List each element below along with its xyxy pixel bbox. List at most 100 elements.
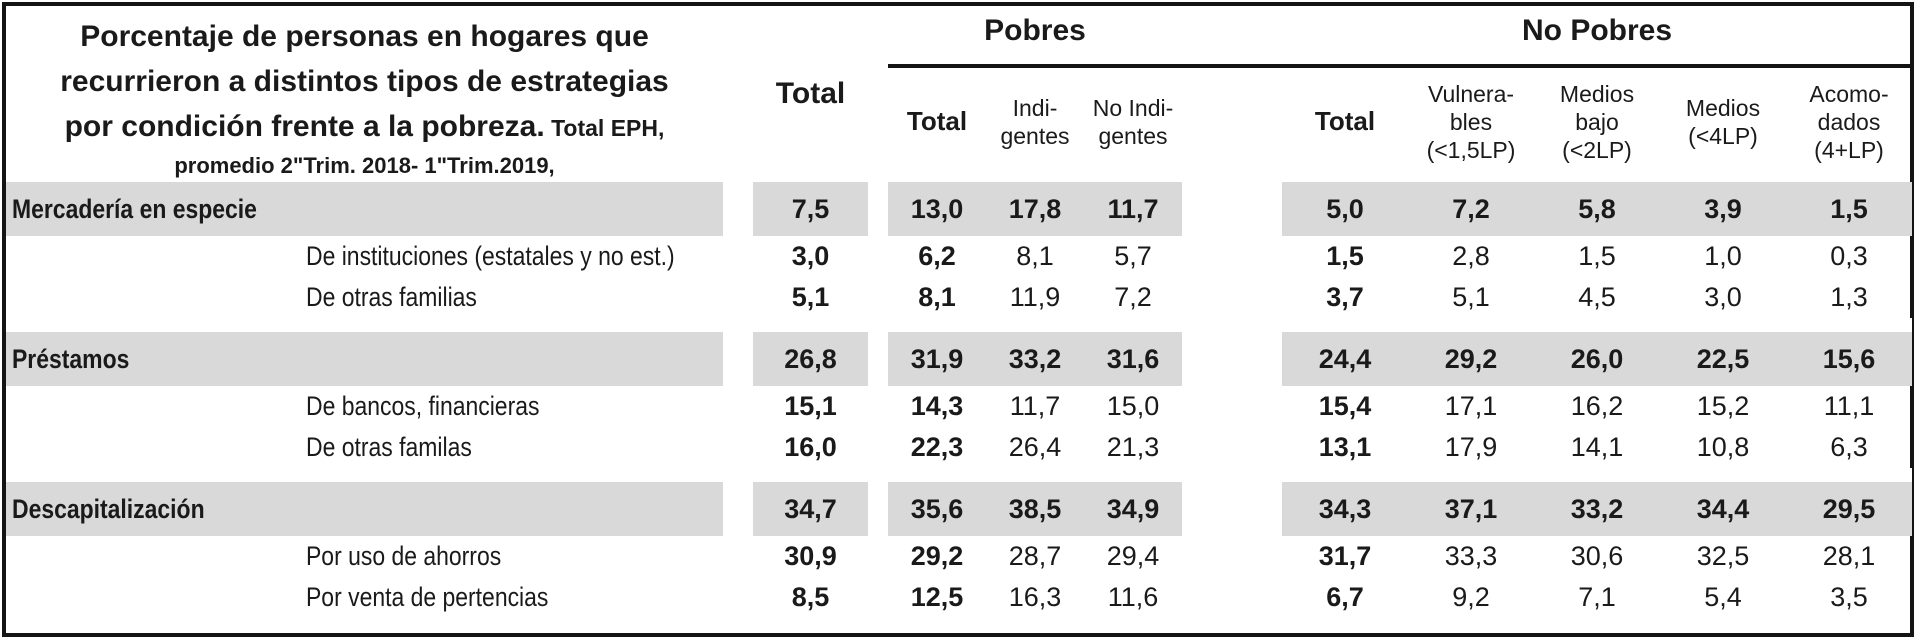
value-cell: 14,1 [1570, 432, 1624, 462]
value-cell: 11,7 [1084, 182, 1182, 236]
spacer-cell [1182, 536, 1282, 577]
column-header-indigentes: Indi- gentes [1000, 95, 1070, 150]
value-cell: 13,1 [1318, 432, 1372, 462]
table-title: Porcentaje de personas en hogares que re… [6, 6, 723, 182]
row-label: Por uso de ahorros [6, 536, 723, 577]
value-cell: 2,8 [1452, 241, 1490, 271]
spacer-cell [1182, 182, 1282, 236]
row-label-text: De otras familas [306, 432, 472, 462]
value-cell: 5,8 [1534, 182, 1660, 236]
spacer-cell [6, 468, 1913, 482]
column-header-vulnerables: Vulnera- bles (<1,5LP) [1426, 80, 1516, 164]
value-cell: 7,5 [753, 182, 868, 236]
value-cell: 8,1 [1016, 241, 1054, 271]
value-cell: 29,2 [910, 541, 964, 571]
column-header-medios: Medios (<4LP) [1685, 95, 1761, 150]
value-cell: 1,5 [1326, 241, 1364, 271]
spacer-cell [723, 427, 753, 468]
spacer-cell [1182, 236, 1282, 277]
value-cell: 26,0 [1534, 332, 1660, 386]
spacer-cell [1182, 427, 1282, 468]
spacer-cell [868, 577, 888, 618]
value-cell: 16,0 [784, 432, 837, 462]
value-cell: 5,4 [1704, 582, 1742, 612]
value-cell: 30,9 [784, 541, 837, 571]
spacer-cell [1182, 386, 1282, 427]
value-cell: 30,6 [1570, 541, 1624, 571]
spacer-cell [1182, 332, 1282, 386]
value-cell: 31,9 [888, 332, 986, 386]
value-cell: 22,5 [1660, 332, 1786, 386]
value-cell: 34,4 [1660, 482, 1786, 536]
value-cell: 8,1 [918, 282, 956, 312]
spacer-cell [723, 277, 753, 318]
value-cell: 21,3 [1106, 432, 1160, 462]
spacer-cell [723, 577, 753, 618]
value-cell: 6,2 [918, 241, 956, 271]
row-label-text: Mercadería en especie [12, 193, 257, 224]
value-cell: 11,6 [1107, 582, 1159, 612]
spacer-cell [1182, 482, 1282, 536]
spacer-cell [1182, 577, 1282, 618]
table-row: Por venta de pertencias 8,5 12,5 16,3 11… [6, 577, 1912, 618]
table-row: Préstamos 26,8 31,9 33,2 31,6 24,4 29,2 … [6, 332, 1913, 386]
spacer-cell [1182, 6, 1282, 69]
row-label-text: De bancos, financieras [306, 391, 540, 421]
column-header-medios-bajo: Medios bajo (<2LP) [1559, 80, 1635, 164]
row-label: Mercadería en especie [6, 182, 723, 236]
row-label-text: Descapitalización [12, 493, 205, 524]
spacer-cell [1182, 277, 1282, 318]
value-cell: 31,6 [1084, 332, 1182, 386]
spacer-cell [723, 6, 753, 182]
value-cell: 3,7 [1326, 282, 1364, 312]
row-label-text: Por venta de pertencias [306, 582, 549, 612]
value-cell: 37,1 [1408, 482, 1534, 536]
value-cell: 35,6 [888, 482, 986, 536]
value-cell: 1,5 [1786, 182, 1913, 236]
spacer-cell [723, 386, 753, 427]
spacer-cell [868, 482, 888, 536]
value-cell: 31,7 [1318, 541, 1372, 571]
value-cell: 3,0 [791, 241, 830, 271]
value-cell: 34,3 [1282, 482, 1408, 536]
value-cell: 32,5 [1696, 541, 1750, 571]
value-cell: 5,1 [791, 282, 830, 312]
header-row-subcolumns: Total Indi- gentes No Indi- gentes Total… [6, 66, 1912, 182]
value-cell: 5,1 [1452, 282, 1490, 312]
spacer-cell [868, 386, 888, 427]
spacer-cell [723, 536, 753, 577]
value-cell: 3,9 [1660, 182, 1786, 236]
title-subtitle: promedio 2"Trim. 2018- 1"Trim.2019, [174, 153, 555, 178]
value-cell: 15,0 [1106, 391, 1160, 421]
value-cell: 33,2 [1534, 482, 1660, 536]
table-row: Mercadería en especie 7,5 13,0 17,8 11,7… [6, 182, 1913, 236]
value-cell: 1,5 [1578, 241, 1616, 271]
spacer-cell [723, 182, 753, 236]
value-cell: 7,2 [1408, 182, 1534, 236]
value-cell: 5,0 [1282, 182, 1408, 236]
group-header-pobres: Pobres [888, 6, 1182, 69]
row-label: De otras familas [6, 427, 723, 468]
spacer-cell [868, 536, 888, 577]
value-cell: 34,9 [1084, 482, 1182, 536]
title-text: Porcentaje de personas en hogares que re… [60, 20, 669, 143]
table-row: Por uso de ahorros 30,9 29,2 28,7 29,4 3… [6, 536, 1912, 577]
value-cell: 15,4 [1318, 391, 1372, 421]
value-cell: 33,3 [1444, 541, 1498, 571]
value-cell: 3,5 [1830, 582, 1868, 612]
row-label-text: Préstamos [12, 343, 130, 374]
value-cell: 34,7 [753, 482, 868, 536]
row-label: De otras familias [6, 277, 723, 318]
value-cell: 6,3 [1830, 432, 1868, 462]
spacer-cell [868, 236, 888, 277]
value-cell: 24,4 [1282, 332, 1408, 386]
spacer-cell [868, 6, 888, 182]
title-eph-note: Total EPH, [544, 115, 665, 141]
value-cell: 15,2 [1696, 391, 1750, 421]
spacer-cell [1182, 66, 1282, 182]
table-row: De otras familas 16,0 22,3 26,4 21,3 13,… [6, 427, 1912, 468]
row-label: Por venta de pertencias [6, 577, 723, 618]
row-label: De instituciones (estatales y no est.) [6, 236, 723, 277]
value-cell: 8,5 [791, 582, 830, 612]
value-cell: 16,3 [1008, 582, 1062, 612]
